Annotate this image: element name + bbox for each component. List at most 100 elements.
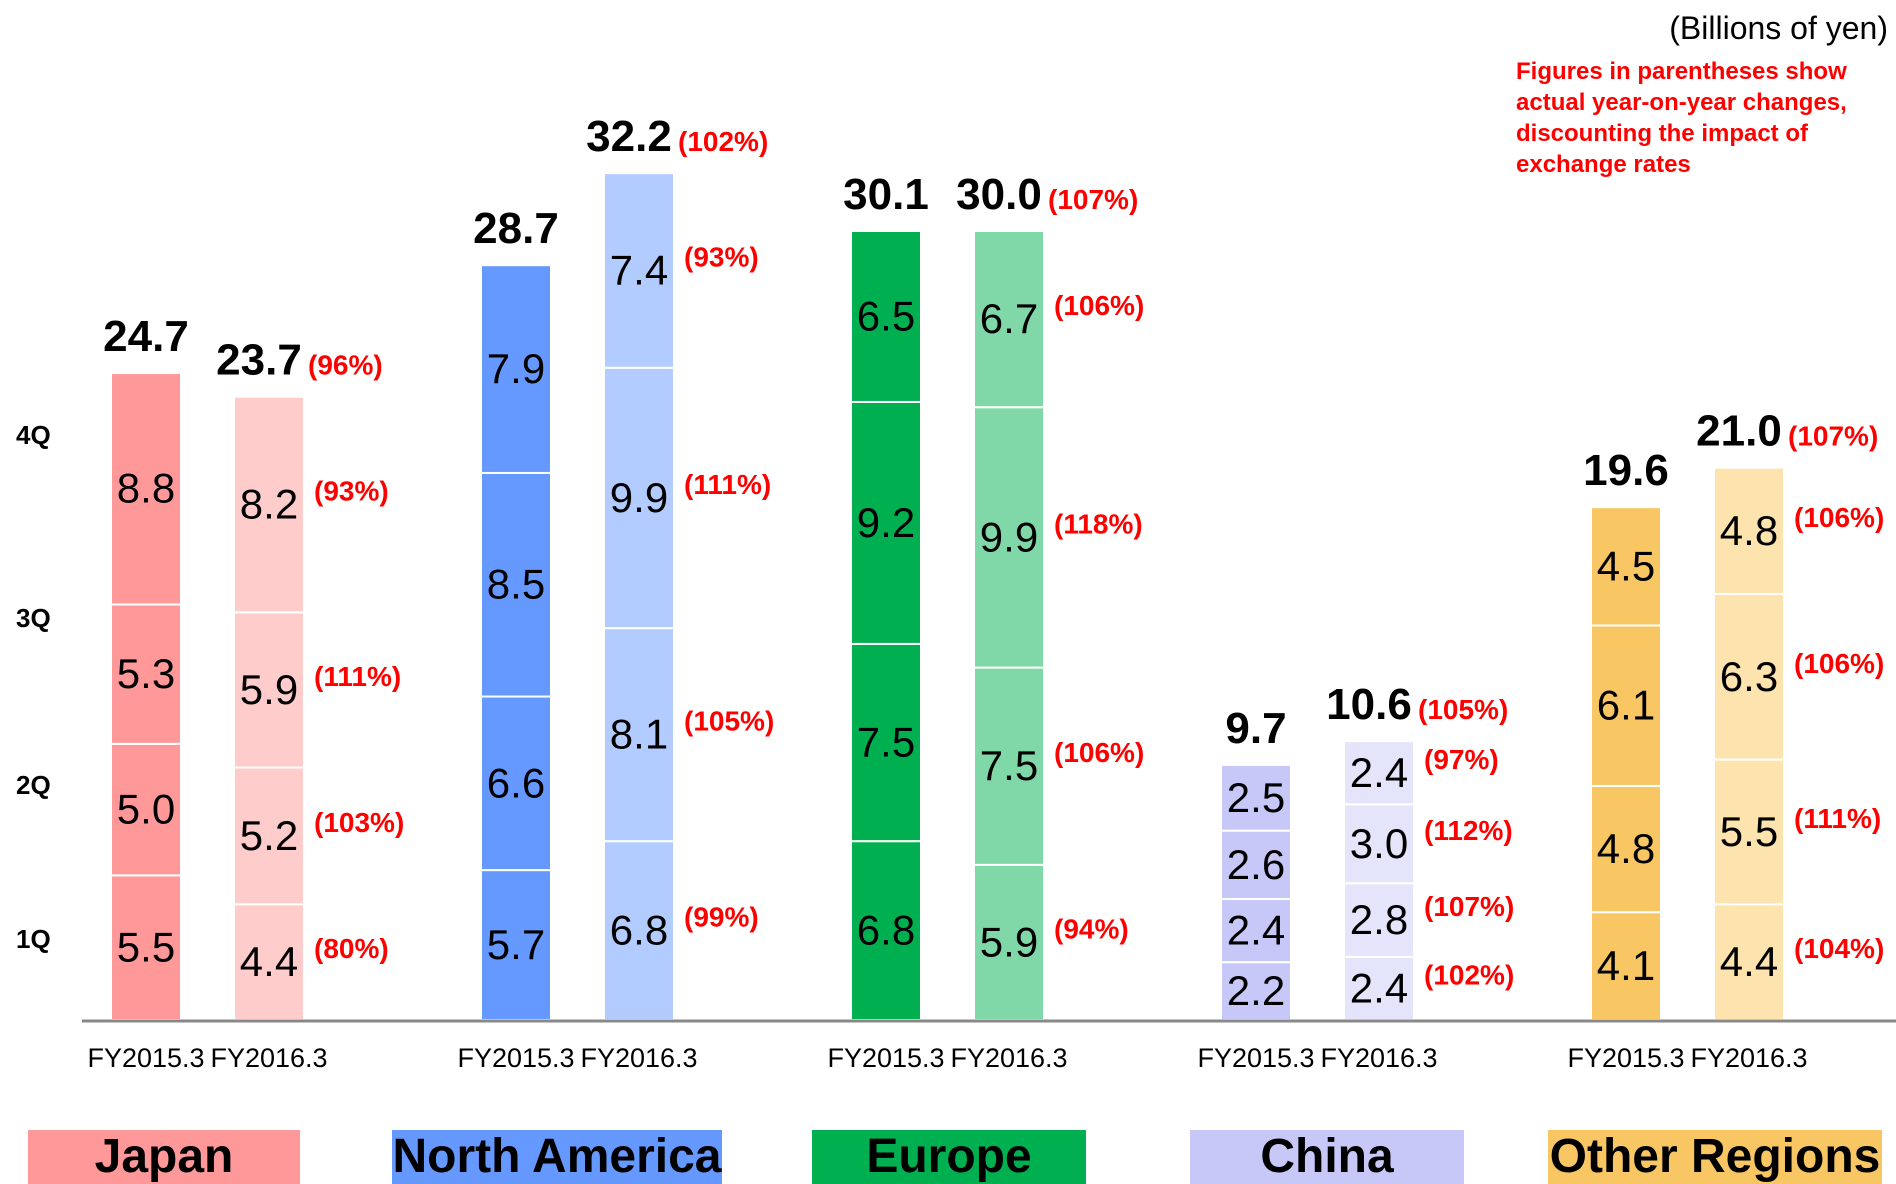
china-segment-value: 2.4: [1227, 907, 1285, 954]
china-FY2015-3-q2-bar: [1220, 898, 1292, 964]
china-segment-value: 3.0: [1350, 820, 1408, 867]
japan-FY2016-3-q3-bar: [233, 611, 305, 769]
north-america-FY2015-3-q3-bar: [480, 471, 552, 698]
north-america-total-label: 32.2: [586, 112, 672, 161]
other-regions-segment-value: 6.1: [1597, 682, 1655, 729]
china-segment-change: (107%): [1424, 891, 1514, 922]
europe-segment-value: 7.5: [980, 742, 1038, 789]
quarter-label-2q: 2Q: [16, 770, 51, 800]
china-segment-value: 2.6: [1227, 841, 1285, 888]
other-regions-segment-value: 5.5: [1720, 808, 1778, 855]
europe-segment-value: 9.2: [857, 499, 915, 546]
north-america-segment-value: 7.9: [487, 345, 545, 392]
japan-segment-value: 5.5: [117, 924, 175, 971]
other-regions-FY2015-3-q2-bar: [1590, 784, 1662, 914]
japan-FY2016-3-q1-bar: [233, 903, 305, 1022]
china-segment-value: 2.8: [1350, 896, 1408, 943]
quarter-label-1q: 1Q: [16, 924, 51, 954]
china-segment-value: 2.5: [1227, 774, 1285, 821]
europe-total-label: 30.0: [956, 170, 1042, 219]
europe-segment-change: (118%): [1054, 508, 1143, 539]
quarter-label-4q: 4Q: [16, 420, 51, 450]
other-regions-FY2016-3-q1-bar: [1713, 903, 1785, 1022]
north-america-FY2016-3-q4-bar: [603, 172, 675, 369]
china-FY2016-3-q4-bar: [1343, 740, 1415, 806]
europe-segment-change: (94%): [1054, 913, 1129, 944]
europe-segment-value: 9.9: [980, 513, 1038, 560]
north-america-total-change: (102%): [678, 126, 768, 157]
europe-FY2015-3-q4-bar: [850, 230, 922, 403]
north-america-FY2016-3-q2-bar: [603, 627, 675, 843]
europe-FY2016-3-q3-bar: [973, 406, 1045, 669]
japan-segment-value: 8.2: [240, 481, 298, 528]
category-label: FY2015.3: [457, 1043, 574, 1073]
category-label: FY2016.3: [1690, 1043, 1807, 1073]
north-america-segment-value: 8.1: [610, 711, 668, 758]
japan-total-label: 23.7: [216, 336, 302, 385]
japan-segment-value: 5.9: [240, 666, 298, 713]
other-regions-total-label: 21.0: [1696, 407, 1782, 456]
europe-FY2016-3-q1-bar: [973, 863, 1045, 1022]
china-segment-value: 2.2: [1227, 967, 1285, 1014]
other-regions-segment-value: 4.1: [1597, 942, 1655, 989]
other-regions-segment-value: 4.8: [1597, 825, 1655, 872]
north-america-segment-value: 7.4: [610, 246, 668, 293]
japan-FY2015-3-q3-bar: [110, 603, 182, 745]
other-regions-FY2015-3-q1-bar: [1590, 911, 1662, 1021]
legend-other-regions: Other Regions: [1548, 1130, 1882, 1184]
japan-FY2015-3-q2-bar: [110, 742, 182, 877]
north-america-FY2016-3-q1-bar: [603, 840, 675, 1021]
category-label: FY2015.3: [1197, 1043, 1314, 1073]
north-america-segment-value: 9.9: [610, 474, 668, 521]
china-segment-change: (102%): [1424, 959, 1514, 990]
north-america-segment-change: (105%): [684, 706, 774, 737]
other-regions-segment-value: 4.8: [1720, 507, 1778, 554]
other-regions-segment-value: 4.5: [1597, 542, 1655, 589]
japan-FY2016-3-q2-bar: [233, 766, 305, 906]
unit-label: (Billions of yen): [1669, 10, 1888, 46]
japan-FY2015-3-q1-bar: [110, 874, 182, 1021]
north-america-FY2015-3-q1-bar: [480, 869, 552, 1022]
north-america-segment-value: 8.5: [487, 561, 545, 608]
japan-segment-change: (103%): [314, 807, 404, 838]
north-america-FY2015-3-q2-bar: [480, 695, 552, 872]
category-label: FY2016.3: [950, 1043, 1067, 1073]
china-segment-change: (112%): [1424, 815, 1513, 846]
other-regions-segment-change: (106%): [1794, 502, 1884, 533]
category-label: FY2015.3: [827, 1043, 944, 1073]
europe-segment-value: 5.9: [980, 918, 1038, 965]
north-america-segment-change: (99%): [684, 902, 759, 933]
europe-total-change: (107%): [1048, 184, 1138, 215]
other-regions-FY2016-3-q2-bar: [1713, 758, 1785, 906]
japan-segment-change: (111%): [314, 661, 401, 692]
legend-north-america: North America: [392, 1130, 722, 1184]
other-regions-total-label: 19.6: [1583, 446, 1669, 495]
north-america-segment-change: (111%): [684, 469, 771, 500]
europe-FY2016-3-q2-bar: [973, 666, 1045, 866]
legend-china: China: [1190, 1130, 1464, 1184]
category-label: FY2015.3: [87, 1043, 204, 1073]
japan-segment-value: 8.8: [117, 465, 175, 512]
china-FY2015-3-q1-bar: [1220, 961, 1292, 1022]
legend-japan: Japan: [28, 1130, 300, 1184]
north-america-segment-value: 6.6: [487, 759, 545, 806]
europe-FY2016-3-q4-bar: [973, 230, 1045, 409]
europe-segment-change: (106%): [1054, 290, 1144, 321]
north-america-segment-value: 5.7: [487, 921, 545, 968]
europe-segment-value: 6.7: [980, 295, 1038, 342]
china-segment-value: 2.4: [1350, 964, 1408, 1011]
japan-FY2016-3-q4-bar: [233, 395, 305, 614]
category-label: FY2016.3: [210, 1043, 327, 1073]
china-total-change: (105%): [1418, 694, 1508, 725]
other-regions-FY2015-3-q4-bar: [1590, 506, 1662, 627]
china-segment-value: 2.4: [1350, 749, 1408, 796]
other-regions-segment-value: 4.4: [1720, 938, 1778, 985]
category-label: FY2016.3: [1320, 1043, 1437, 1073]
category-label: FY2016.3: [580, 1043, 697, 1073]
legend-europe: Europe: [812, 1130, 1086, 1184]
china-total-label: 10.6: [1326, 680, 1412, 729]
china-segment-change: (97%): [1424, 744, 1499, 775]
europe-total-label: 30.1: [843, 170, 929, 219]
other-regions-FY2015-3-q3-bar: [1590, 624, 1662, 787]
